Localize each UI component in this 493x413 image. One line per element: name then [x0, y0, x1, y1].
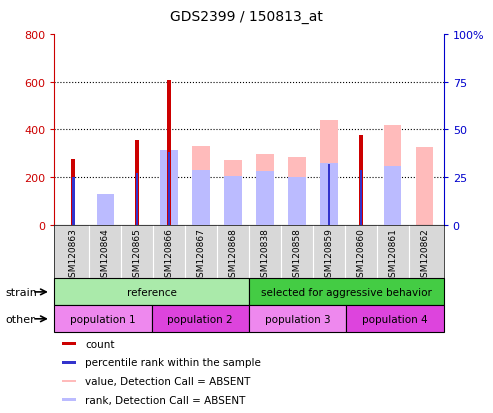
Bar — [97, 198, 114, 225]
Text: population 4: population 4 — [362, 314, 428, 324]
Bar — [71, 160, 75, 225]
Bar — [192, 171, 210, 225]
Text: GSM120862: GSM120862 — [420, 228, 429, 282]
Bar — [346, 306, 444, 332]
Text: population 3: population 3 — [265, 314, 330, 324]
Bar — [249, 279, 444, 306]
Bar — [192, 147, 210, 225]
Bar — [62, 398, 76, 401]
Text: population 1: population 1 — [70, 314, 136, 324]
Bar — [62, 380, 76, 382]
Bar — [135, 141, 139, 225]
Text: GSM120867: GSM120867 — [197, 228, 206, 282]
Bar — [167, 81, 171, 225]
Bar — [416, 148, 433, 225]
Text: GSM120865: GSM120865 — [133, 228, 141, 282]
Text: rank, Detection Call = ABSENT: rank, Detection Call = ABSENT — [85, 394, 246, 405]
Bar — [62, 342, 76, 345]
Bar — [256, 155, 274, 225]
Bar — [168, 153, 170, 225]
Bar — [97, 194, 114, 225]
Text: population 2: population 2 — [168, 314, 233, 324]
Text: GSM120864: GSM120864 — [101, 228, 110, 282]
Bar — [224, 161, 242, 225]
Bar — [359, 136, 363, 225]
Bar — [384, 167, 401, 225]
Text: GSM120859: GSM120859 — [324, 228, 333, 282]
Text: GSM120866: GSM120866 — [165, 228, 174, 282]
Text: GDS2399 / 150813_at: GDS2399 / 150813_at — [170, 10, 323, 24]
Text: GSM120858: GSM120858 — [292, 228, 301, 282]
Bar — [62, 361, 76, 364]
Text: GSM120860: GSM120860 — [356, 228, 365, 282]
Text: selected for aggressive behavior: selected for aggressive behavior — [261, 287, 432, 297]
Text: GSM120868: GSM120868 — [228, 228, 238, 282]
Bar — [54, 279, 249, 306]
Bar — [288, 178, 306, 225]
Bar — [288, 157, 306, 225]
Bar — [249, 306, 346, 332]
Bar — [72, 178, 74, 225]
Bar — [320, 121, 338, 225]
Bar — [320, 163, 338, 225]
Text: GSM120863: GSM120863 — [69, 228, 78, 282]
Text: count: count — [85, 339, 115, 349]
Bar — [256, 172, 274, 225]
Bar — [359, 171, 362, 225]
Text: GSM120838: GSM120838 — [260, 228, 270, 282]
Text: strain: strain — [5, 287, 37, 297]
Bar — [152, 306, 249, 332]
Bar — [328, 164, 330, 225]
Text: percentile rank within the sample: percentile rank within the sample — [85, 357, 261, 368]
Bar — [136, 174, 139, 225]
Text: value, Detection Call = ABSENT: value, Detection Call = ABSENT — [85, 376, 251, 386]
Text: GSM120861: GSM120861 — [388, 228, 397, 282]
Bar — [224, 176, 242, 225]
Bar — [384, 126, 401, 225]
Bar — [54, 306, 152, 332]
Text: reference: reference — [127, 287, 176, 297]
Text: other: other — [5, 314, 35, 324]
Bar — [160, 150, 178, 225]
